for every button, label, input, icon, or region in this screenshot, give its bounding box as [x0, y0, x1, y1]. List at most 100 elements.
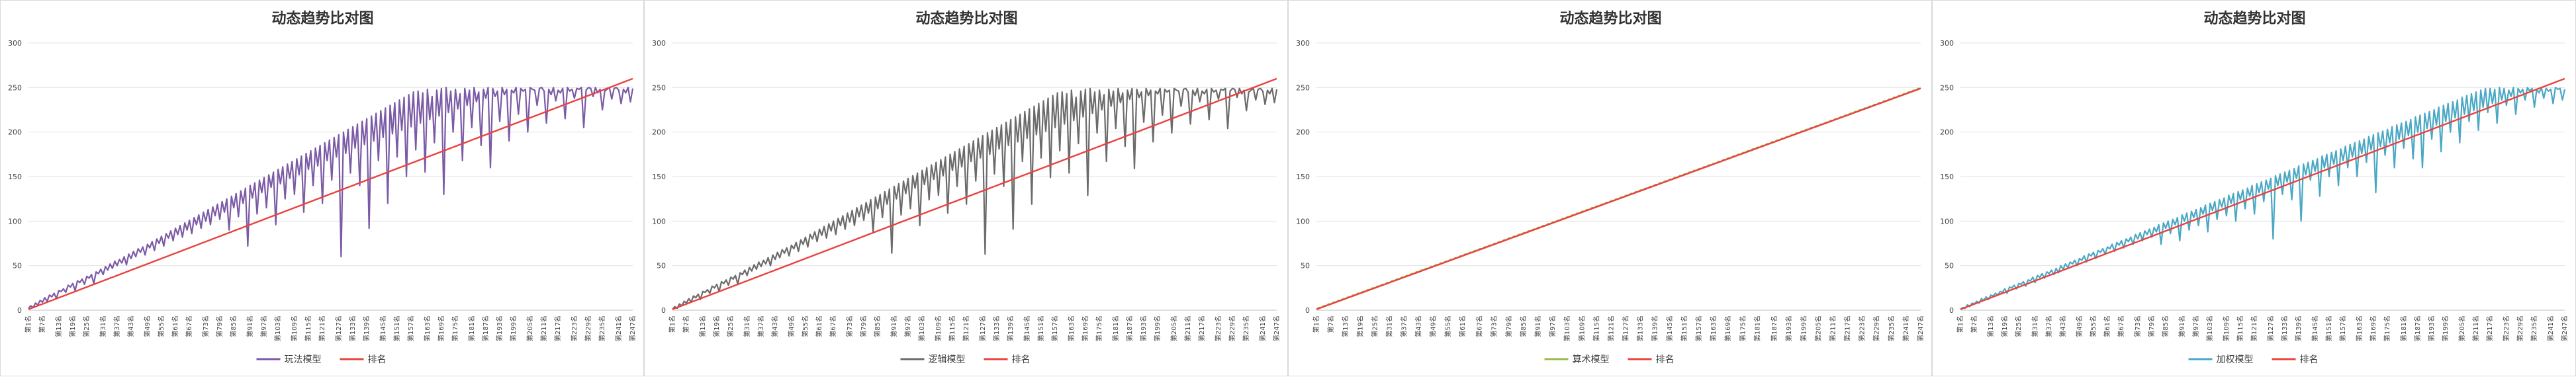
- x-tick-label: 第49名: [2075, 315, 2084, 337]
- x-tick-label: 第241名: [614, 315, 623, 341]
- chart-svg-3: 动态趋势比对图050100150200250300第1名 第7名 第13名 第19名第…: [1296, 10, 1925, 365]
- legend-label: 排名: [1656, 355, 1675, 365]
- x-tick-label: 第103名: [273, 315, 282, 341]
- y-tick-label-250: 250: [8, 83, 22, 92]
- x-tick-label: 第217名: [2485, 315, 2494, 341]
- series-line-rank: [1316, 87, 1921, 310]
- x-tick-label: 第169名: [1081, 315, 1089, 341]
- x-tick-label: 第37名: [757, 315, 765, 337]
- x-tick-label: 第133名: [2280, 315, 2289, 341]
- y-tick-label-200: 200: [8, 128, 22, 137]
- x-tick-label: 第175名: [1738, 315, 1747, 341]
- x-tick-label: 第241名: [1902, 315, 1910, 341]
- x-tick-label: 第37名: [2045, 315, 2053, 337]
- y-tick-label-100: 100: [1940, 217, 1954, 226]
- x-tick-label: 第115名: [2236, 315, 2244, 341]
- x-tick-label: 第61名: [815, 315, 823, 337]
- x-tick-label: 第193名: [1139, 315, 1148, 341]
- x-tick-label: 第205名: [1814, 315, 1822, 341]
- x-tick-label: 第211名: [1828, 315, 1837, 341]
- y-tick-label-0: 0: [17, 306, 22, 315]
- x-tick-label: 第85名: [2161, 315, 2170, 337]
- x-tick-label: 第157名: [406, 315, 415, 341]
- x-tick-label: 第55名: [2089, 315, 2097, 337]
- x-tick-label: 第13名: [698, 315, 707, 337]
- x-tick-label: 第79名: [2147, 315, 2156, 337]
- chart-panel-4: 动态趋势比对图 0 50 100 150 200 250 300 第1名 第7名 第13名 第19名第…: [1932, 0, 2576, 376]
- x-tick-label: 第169名: [437, 315, 445, 341]
- x-tick-label: 第79名: [215, 315, 224, 337]
- x-tick-label: 第211名: [2471, 315, 2480, 341]
- x-tick-label: 第211名: [539, 315, 548, 341]
- x-tick-label: 第247名: [628, 315, 637, 341]
- x-tick-label: 第169名: [1724, 315, 1732, 341]
- x-tick-label: 第151名: [1036, 315, 1045, 341]
- x-tick-label: 第7名: [38, 315, 46, 333]
- x-tick-label: 第67名: [185, 315, 193, 337]
- y-tick-label-300: 300: [652, 39, 666, 48]
- x-tick-label: 第91名: [2178, 315, 2186, 337]
- x-tick-label: 第97名: [2191, 315, 2200, 337]
- chart-title: 动态趋势比对图: [915, 10, 1017, 27]
- x-tick-label: 第85名: [873, 315, 882, 337]
- x-tick-label: 第205名: [1170, 315, 1178, 341]
- y-tick-label-300: 300: [8, 39, 22, 48]
- x-tick-label: 第7名: [1326, 315, 1335, 333]
- legend-label: 加权模型: [2217, 355, 2254, 365]
- x-tick-label: 第115名: [1592, 315, 1600, 341]
- x-tick-label: 第13名: [1341, 315, 1350, 337]
- x-tick-label: 第151名: [1680, 315, 1688, 341]
- x-tick-label: 第181名: [1111, 315, 1120, 341]
- x-tick-label: 第115名: [304, 315, 312, 341]
- x-tick-label: 第241名: [1258, 315, 1267, 341]
- x-tick-label: 第1名: [1312, 315, 1320, 333]
- x-tick-label: 第145名: [2311, 315, 2319, 341]
- x-tick-label: 第67名: [829, 315, 837, 337]
- x-tick-label: 第145名: [1023, 315, 1031, 341]
- x-tick-label: 第31名: [1385, 315, 1393, 337]
- legend-label: 玩法模型: [285, 355, 322, 365]
- y-tick-label-250: 250: [652, 83, 666, 92]
- x-tick-label: 第175名: [1095, 315, 1103, 341]
- x-tick-label: 第25名: [82, 315, 91, 337]
- x-tick-label: 第55名: [801, 315, 809, 337]
- x-tick-label: 第133名: [1636, 315, 1645, 341]
- legend: 算术模型 排名: [1544, 355, 1675, 365]
- chart-title: 动态趋势比对图: [1559, 10, 1661, 27]
- y-tick-label-200: 200: [1940, 128, 1954, 137]
- x-tick-label: 第1名: [24, 315, 32, 333]
- x-tick-label: 第193名: [2427, 315, 2436, 341]
- x-tick-label: 第103名: [2205, 315, 2214, 341]
- x-tick-label: 第199名: [1153, 315, 1162, 341]
- x-tick-label: 第169名: [2369, 315, 2377, 341]
- y-tick-label-150: 150: [652, 173, 666, 181]
- x-tick-label: 第145名: [1665, 315, 1674, 341]
- x-tick-label: 第19名: [68, 315, 77, 337]
- x-tick-label: 第91名: [890, 315, 898, 337]
- x-tick-label: 第43名: [1414, 315, 1423, 337]
- x-tick-label: 第223名: [2502, 315, 2510, 341]
- x-tick-label: 第205名: [2458, 315, 2466, 341]
- chart-title: 动态趋势比对图: [2203, 10, 2305, 27]
- x-tick-label: 第109名: [934, 315, 943, 341]
- x-tick-label: 第49名: [1429, 315, 1438, 337]
- y-tick-label-200: 200: [1296, 128, 1310, 137]
- x-tick-label: 第13名: [54, 315, 63, 337]
- x-tick-label: 第199名: [2441, 315, 2450, 341]
- x-tick-label: 第151名: [2324, 315, 2333, 341]
- x-tick-label: 第73名: [845, 315, 854, 337]
- x-tick-label: 第109名: [2222, 315, 2231, 341]
- x-tick-label: 第235名: [2530, 315, 2538, 341]
- x-tick-label: 第187名: [1770, 315, 1778, 341]
- x-tick-label: 第55名: [1444, 315, 1452, 337]
- x-tick-label: 第127名: [1622, 315, 1630, 341]
- x-tick-label: 第31名: [743, 315, 751, 337]
- x-tick-label: 第55名: [157, 315, 165, 337]
- x-tick-label: 第109名: [1577, 315, 1586, 341]
- x-tick-label: 第241名: [2546, 315, 2555, 341]
- x-tick-label: 第235名: [1887, 315, 1896, 341]
- x-tick-label: 第181名: [2399, 315, 2408, 341]
- x-tick-label: 第19名: [2000, 315, 2009, 337]
- legend-label: 排名: [2300, 355, 2319, 365]
